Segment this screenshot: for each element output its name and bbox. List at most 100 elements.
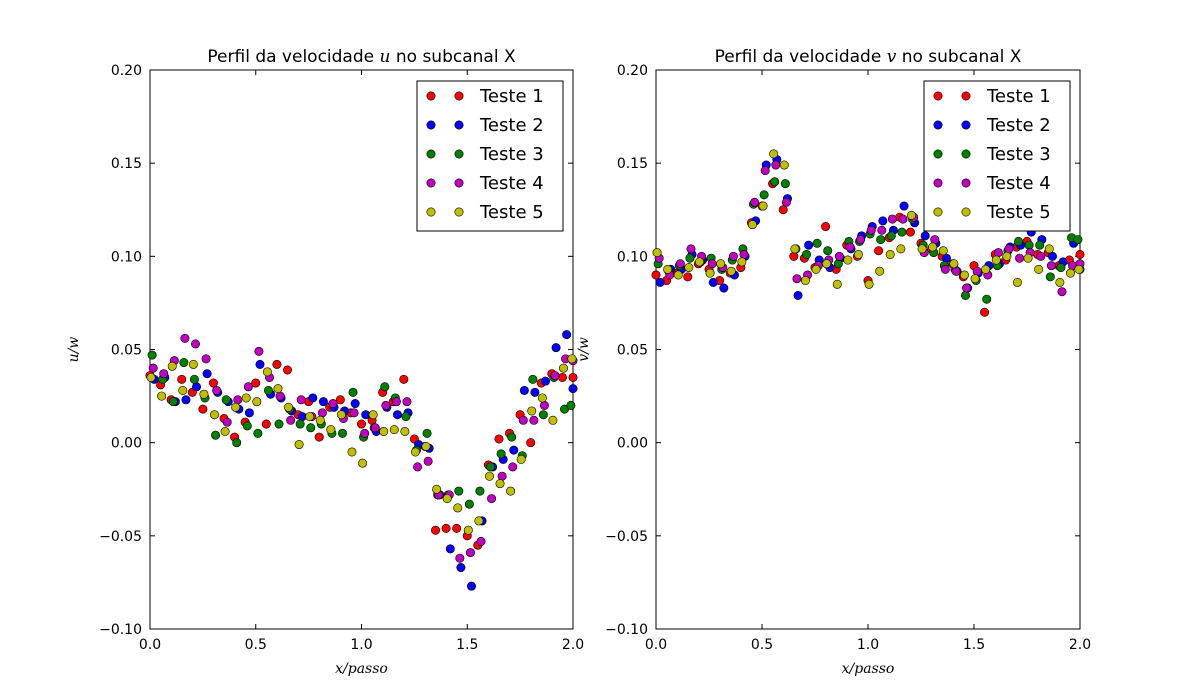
data-point xyxy=(189,374,199,384)
data-point xyxy=(315,415,325,425)
data-point xyxy=(190,339,200,349)
data-point xyxy=(335,395,345,405)
data-point xyxy=(177,374,187,384)
data-point xyxy=(148,363,158,373)
data-point xyxy=(769,149,779,159)
data-point xyxy=(509,445,519,455)
x-tick-label: 0.0 xyxy=(645,637,667,653)
data-point xyxy=(452,523,462,533)
legend-item: Teste 3 xyxy=(426,144,544,165)
data-point xyxy=(508,462,518,472)
data-point xyxy=(221,395,231,405)
data-point xyxy=(1034,264,1044,274)
data-point xyxy=(475,486,485,496)
legend-item: Teste 3 xyxy=(933,144,1051,165)
data-point xyxy=(167,361,177,371)
data-point xyxy=(255,359,265,369)
data-point xyxy=(707,259,717,269)
data-point xyxy=(567,354,577,364)
y-axis-label: v/w xyxy=(576,337,592,362)
data-point xyxy=(188,359,198,369)
data-point xyxy=(314,432,324,442)
chart-title: Perfil da velocidade u no subcanal X xyxy=(207,47,516,67)
legend-marker xyxy=(454,91,464,101)
data-point xyxy=(557,372,567,382)
legend-item: Teste 4 xyxy=(933,173,1051,194)
data-point xyxy=(529,415,539,425)
x-tick-label: 1.5 xyxy=(456,637,478,653)
data-point xyxy=(360,428,370,438)
data-point xyxy=(273,384,283,394)
data-point xyxy=(347,447,357,457)
data-point xyxy=(941,253,951,263)
chart-title-part: Perfil da velocidade xyxy=(207,47,379,67)
legend-marker xyxy=(426,149,436,159)
data-point xyxy=(970,274,980,284)
data-point xyxy=(673,270,683,280)
data-point xyxy=(220,426,230,436)
data-point xyxy=(972,266,982,276)
data-point xyxy=(896,244,906,254)
data-point xyxy=(208,378,218,388)
data-point xyxy=(222,417,232,427)
chart-title: Perfil da velocidade v no subcanal X xyxy=(715,47,1022,67)
data-point xyxy=(284,402,294,412)
data-point xyxy=(402,397,412,407)
legend-label: Teste 5 xyxy=(479,202,544,223)
data-point xyxy=(940,264,950,274)
x-tick-label: 1.0 xyxy=(350,637,372,653)
data-point xyxy=(380,382,390,392)
data-point xyxy=(254,346,264,356)
legend-marker xyxy=(426,120,436,130)
data-point xyxy=(651,270,661,280)
data-point xyxy=(716,259,726,269)
data-point xyxy=(685,253,695,263)
data-point xyxy=(1057,287,1067,297)
data-point xyxy=(317,408,327,418)
x-tick-label: 0.5 xyxy=(751,637,773,653)
data-point xyxy=(336,410,346,420)
data-point xyxy=(760,166,770,176)
x-tick-label: 1.5 xyxy=(963,637,985,653)
data-point xyxy=(306,423,316,433)
legend-item: Teste 5 xyxy=(933,202,1051,223)
data-point xyxy=(832,279,842,289)
x-tick-label: 2.0 xyxy=(562,637,584,653)
data-point xyxy=(537,393,547,403)
data-point xyxy=(993,248,1003,258)
data-point xyxy=(233,395,243,405)
data-point xyxy=(282,365,292,375)
data-point xyxy=(494,434,504,444)
data-point xyxy=(178,385,188,395)
legend-marker xyxy=(933,91,943,101)
data-point xyxy=(874,246,884,256)
x-tick-label: 0.0 xyxy=(139,637,161,653)
data-point xyxy=(1045,272,1055,282)
y-tick-label: −0.05 xyxy=(605,529,648,545)
legend-marker xyxy=(426,91,436,101)
series-5 xyxy=(652,149,1084,289)
data-point xyxy=(812,238,822,248)
data-point xyxy=(962,283,972,293)
data-point xyxy=(526,438,536,448)
data-point xyxy=(1073,235,1083,245)
data-point xyxy=(652,248,662,258)
data-point xyxy=(875,266,885,276)
data-point xyxy=(771,160,781,170)
legend-marker xyxy=(961,149,971,159)
data-point xyxy=(737,257,747,267)
data-point xyxy=(423,456,433,466)
data-point xyxy=(146,372,156,382)
data-point xyxy=(930,235,940,245)
legend-label: Teste 2 xyxy=(986,115,1051,136)
data-point xyxy=(308,393,318,403)
data-point xyxy=(463,525,473,535)
legend-marker xyxy=(933,178,943,188)
legend-label: Teste 2 xyxy=(479,115,544,136)
data-point xyxy=(422,428,432,438)
legend-marker xyxy=(454,207,464,217)
data-point xyxy=(147,350,157,360)
data-point xyxy=(780,179,790,189)
legend-item: Teste 1 xyxy=(933,86,1051,107)
